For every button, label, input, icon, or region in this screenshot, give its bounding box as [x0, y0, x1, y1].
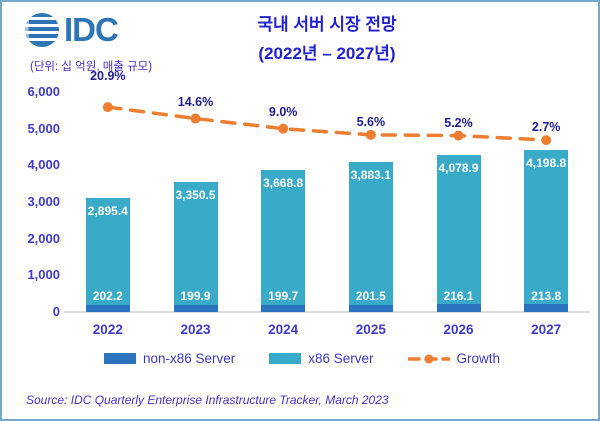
chart-title-block: 국내 서버 시장 전망 (2022년 – 2027년) — [177, 14, 477, 65]
non-x86-bar-segment — [85, 304, 130, 312]
x86-value-label: 2,895.4 — [87, 204, 128, 219]
non-x86-value-label: 216.1 — [443, 289, 474, 303]
x86-value-label: 4,078.9 — [438, 160, 479, 175]
non-x86-value-label: 199.9 — [180, 289, 211, 303]
non-x86-bar-segment — [436, 304, 481, 312]
growth-legend-label: Growth — [456, 351, 501, 366]
non-x86-value-label: 199.7 — [268, 289, 299, 303]
y-axis-tick: 1,000 — [27, 267, 60, 283]
legend-item-x86: x86 Server — [269, 351, 374, 366]
x86-bar-segment — [173, 181, 218, 305]
x86-bar-segment — [524, 150, 569, 305]
non-x86-bar-segment — [348, 304, 393, 312]
chart-title: 국내 서버 시장 전망 — [257, 15, 397, 34]
x-axis-category-label: 2022 — [92, 322, 123, 337]
growth-value-label: 9.0% — [268, 104, 298, 119]
legend-item-non-x86: non-x86 Server — [103, 351, 236, 366]
growth-marker — [278, 123, 289, 134]
x-axis-category-label: 2025 — [355, 322, 386, 337]
x86-value-label: 3,350.5 — [175, 187, 216, 202]
unit-label: (단위: 십 억원, 매출 규모) — [30, 61, 153, 73]
y-axis-tick: 4,000 — [27, 157, 60, 173]
non-x86-value-label: 213.8 — [531, 289, 562, 303]
source-attribution: Source: IDC Quarterly Enterprise Infrast… — [26, 393, 389, 407]
chart-legend: non-x86 Server x86 Server Growth — [2, 351, 598, 366]
x86-swatch — [269, 353, 302, 364]
x86-bar-segment — [85, 198, 130, 305]
y-axis-tick: 6,000 — [27, 84, 60, 99]
non-x86-value-label: 201.5 — [355, 289, 386, 303]
growth-line-icon — [407, 354, 450, 363]
non-x86-swatch — [103, 353, 136, 364]
x86-value-label: 4,198.8 — [526, 156, 567, 171]
x86-value-label: 3,668.8 — [263, 176, 304, 191]
x86-bar-segment — [261, 170, 306, 305]
y-axis-tick: 3,000 — [27, 194, 60, 209]
x-axis-category-label: 2024 — [268, 322, 299, 337]
x-axis-line — [64, 311, 590, 313]
growth-value-label: 2.7% — [531, 120, 561, 135]
x-axis-category-label: 2023 — [180, 322, 211, 337]
x-axis-category-label: 2027 — [531, 322, 562, 337]
y-axis-tick: 0 — [52, 304, 60, 319]
growth-marker — [102, 102, 113, 113]
growth-value-label: 20.9% — [90, 69, 126, 84]
x-axis-category-label: 2026 — [443, 322, 474, 337]
growth-value-label: 5.6% — [356, 114, 386, 129]
growth-marker — [365, 129, 376, 140]
non-x86-legend-label: non-x86 Server — [142, 351, 236, 366]
x86-bar-segment — [436, 154, 481, 305]
y-axis-tick: 2,000 — [27, 230, 60, 246]
idc-globe-icon — [25, 13, 59, 47]
non-x86-bar-segment — [524, 304, 569, 312]
idc-logo: IDC — [22, 10, 119, 50]
non-x86-bar-segment — [173, 304, 218, 312]
x86-bar-segment — [348, 162, 393, 305]
legend-item-growth: Growth — [407, 351, 501, 366]
y-axis-tick: 5,000 — [27, 120, 60, 136]
chart-subtitle: (2022년 – 2027년) — [258, 44, 396, 63]
x86-legend-label: x86 Server — [308, 351, 374, 366]
growth-value-label: 14.6% — [177, 94, 214, 109]
non-x86-bar-segment — [261, 304, 306, 312]
non-x86-value-label: 202.2 — [92, 289, 123, 303]
growth-marker — [541, 135, 552, 146]
growth-value-label: 5.2% — [444, 115, 473, 130]
x86-value-label: 3,883.1 — [350, 168, 391, 183]
growth-marker — [453, 130, 464, 141]
growth-marker — [190, 113, 201, 124]
idc-logo-text: IDC — [64, 11, 119, 48]
